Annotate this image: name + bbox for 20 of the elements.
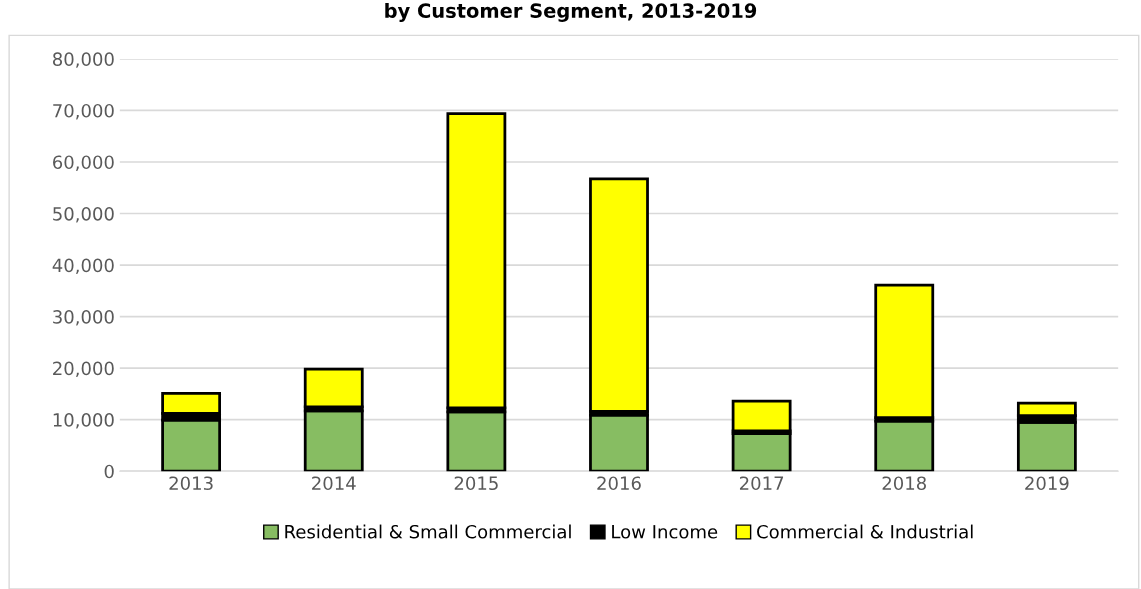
y-tick-label: 60,000 (53, 155, 114, 171)
x-tick-label: 2013 (169, 476, 213, 491)
y-tick-label: 40,000 (52, 258, 114, 275)
x-tick-label: 2018 (882, 476, 926, 491)
x-tick-label: 2014 (312, 476, 356, 491)
x-tick-label: 2017 (739, 476, 784, 491)
y-tick-label: 30,000 (53, 310, 114, 326)
y-tick-label: 10,000 (53, 413, 114, 429)
y-tick-label: 70,000 (53, 103, 114, 120)
chart-title: by Customer Segment, 2013-2019 (385, 2, 757, 22)
legend-label: Commercial & Industrial (757, 524, 973, 539)
y-tick-label: 0 (104, 464, 114, 479)
y-tick-label: 20,000 (53, 361, 114, 378)
legend-label: Low Income (612, 525, 718, 539)
y-tick-label: 50,000 (53, 206, 114, 223)
y-tick-label: 80,000 (52, 52, 114, 68)
x-tick-label: 2015 (454, 476, 498, 491)
legend-label: Residential & Small Commercial (285, 524, 571, 539)
x-tick-label: 2019 (1025, 476, 1069, 491)
x-tick-label: 2016 (597, 476, 641, 491)
